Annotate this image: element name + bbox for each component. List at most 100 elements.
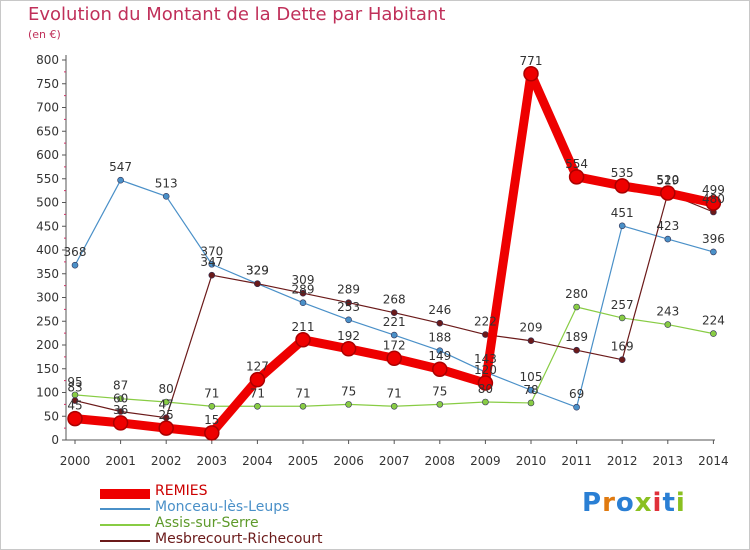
legend-swatch xyxy=(100,489,150,499)
data-label: 188 xyxy=(428,331,451,345)
series-line-2 xyxy=(165,401,213,407)
data-label: 519 xyxy=(656,173,679,187)
series-line-0 xyxy=(480,69,536,388)
x-tick-label: 2013 xyxy=(653,454,684,468)
data-point xyxy=(249,371,266,388)
data-point xyxy=(523,66,539,82)
x-tick-label: 2012 xyxy=(607,454,638,468)
data-label: 222 xyxy=(474,315,497,329)
series-line-1 xyxy=(119,179,167,197)
series-line-3 xyxy=(393,312,441,324)
logo-letter: i xyxy=(675,488,686,518)
logo-letter: P xyxy=(582,488,603,518)
data-point xyxy=(390,402,398,410)
y-tick-label: 350 xyxy=(36,267,59,281)
data-label: 83 xyxy=(67,381,82,395)
series-line-2 xyxy=(575,306,623,319)
data-point xyxy=(436,319,444,327)
y-tick-label: 200 xyxy=(36,338,59,352)
y-tick-label: 550 xyxy=(36,172,59,186)
data-point xyxy=(67,410,83,427)
series-line-3 xyxy=(256,283,304,294)
data-point xyxy=(614,178,630,194)
x-tick-label: 2001 xyxy=(105,454,136,468)
data-label: 69 xyxy=(569,387,584,401)
series-line-1 xyxy=(348,319,395,336)
data-label: 25 xyxy=(159,408,174,422)
data-label: 554 xyxy=(565,157,588,171)
x-tick-label: 2000 xyxy=(60,454,91,468)
legend-label: REMIES xyxy=(155,483,208,499)
data-point xyxy=(208,260,216,268)
legend: REMIES Monceau-lès-Leups Assis-sur-Serre Me… xyxy=(100,483,400,549)
series-line-2 xyxy=(667,323,715,335)
data-label: 771 xyxy=(520,54,543,68)
y-tick-label: 400 xyxy=(36,243,59,257)
data-label: 71 xyxy=(204,386,219,400)
data-label: 80 xyxy=(159,382,174,396)
data-point xyxy=(117,395,124,402)
data-label: 189 xyxy=(565,330,588,344)
y-tick-label: 650 xyxy=(36,124,59,138)
data-point xyxy=(527,386,535,394)
data-point xyxy=(71,261,79,269)
legend-label: Monceau-lès-Leups xyxy=(155,499,290,515)
data-point xyxy=(436,401,444,408)
logo-letter: x xyxy=(634,488,653,518)
y-tick-label: 500 xyxy=(36,196,59,210)
legend-swatch xyxy=(100,540,150,542)
series-line-0 xyxy=(207,375,262,438)
data-label: 105 xyxy=(520,370,543,384)
data-label: 71 xyxy=(250,386,265,400)
legend-label: Assis-sur-Serre xyxy=(155,515,259,531)
data-label: 253 xyxy=(337,300,360,314)
data-label: 95 xyxy=(67,375,82,389)
data-label: 289 xyxy=(337,283,360,297)
data-label: 78 xyxy=(523,383,538,397)
data-point xyxy=(527,337,535,345)
data-label: 535 xyxy=(611,166,634,180)
series-line-3 xyxy=(348,302,395,314)
chart-title: Evolution du Montant de la Dette par Hab… xyxy=(28,4,446,25)
data-point xyxy=(710,248,717,256)
series-line-2 xyxy=(119,398,167,403)
series-line-1 xyxy=(302,302,350,321)
data-label: 451 xyxy=(611,206,634,220)
data-point xyxy=(117,408,124,415)
data-label: 289 xyxy=(292,283,315,297)
data-point xyxy=(299,402,307,410)
legend-item: Monceau-lès-Leups xyxy=(100,499,400,517)
series-line-3 xyxy=(74,399,122,413)
data-label: 246 xyxy=(428,303,451,317)
series-line-2 xyxy=(621,317,669,326)
series-line-1 xyxy=(256,283,304,304)
data-point xyxy=(345,316,352,324)
data-point xyxy=(436,347,444,355)
y-tick-label: 750 xyxy=(36,77,59,91)
series-line-1 xyxy=(165,195,213,265)
legend-label: Mesbrecourt-Richecourt xyxy=(155,531,323,547)
data-point xyxy=(117,176,124,184)
data-label: 499 xyxy=(702,183,725,197)
data-point xyxy=(568,169,585,185)
series-line-3 xyxy=(575,349,623,361)
data-label: 368 xyxy=(64,245,87,259)
data-label: 329 xyxy=(246,264,269,278)
x-tick-label: 2008 xyxy=(425,454,456,468)
data-label: 149 xyxy=(428,349,451,363)
series-line-2 xyxy=(393,403,441,407)
x-tick-label: 2002 xyxy=(151,454,182,468)
data-point xyxy=(162,193,170,200)
x-tick-label: 2009 xyxy=(470,454,501,468)
data-label: 423 xyxy=(656,219,679,233)
data-label: 71 xyxy=(295,386,310,400)
data-point xyxy=(340,341,357,357)
y-tick-label: 0 xyxy=(51,433,59,447)
data-point xyxy=(390,331,398,339)
chart-subtitle: (en €) xyxy=(28,28,61,41)
data-label: 268 xyxy=(383,293,406,307)
legend-swatch xyxy=(100,508,150,510)
data-point xyxy=(573,403,580,411)
series-line-1 xyxy=(621,225,669,240)
